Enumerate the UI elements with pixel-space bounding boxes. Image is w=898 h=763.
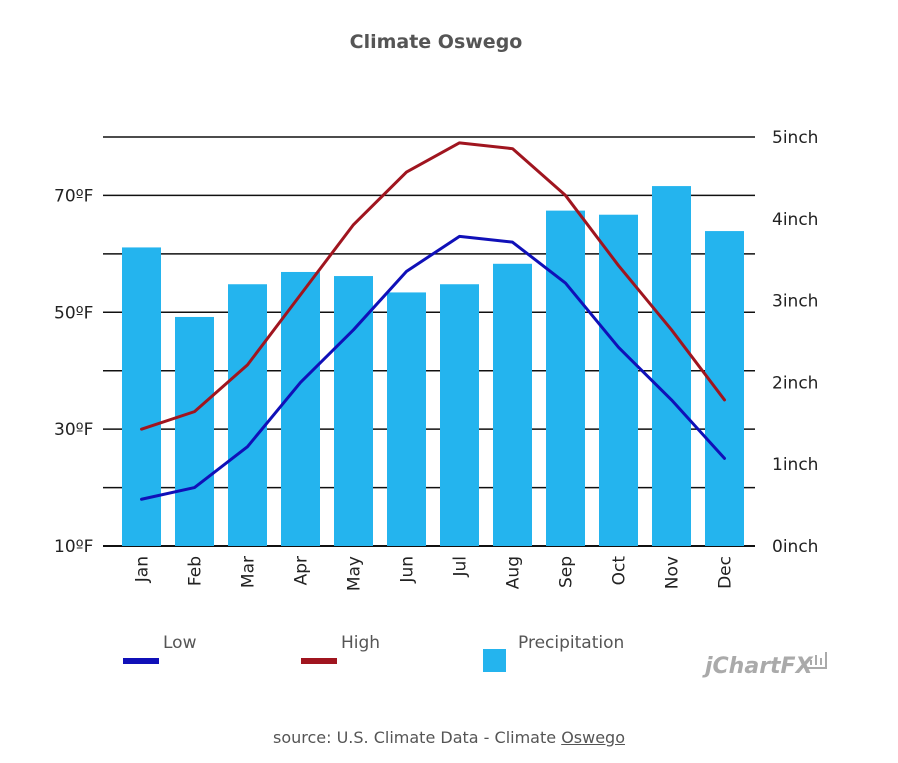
- left-tick-label: 10ºF: [54, 537, 93, 557]
- right-tick-label: 2inch: [772, 373, 818, 393]
- right-tick-label: 1inch: [772, 455, 818, 475]
- x-tick-label-oct: Oct: [610, 556, 630, 586]
- source-link[interactable]: Oswego: [561, 728, 625, 747]
- precipitation-bar-mar: [228, 284, 267, 546]
- precipitation-bar-feb: [175, 316, 214, 546]
- x-tick-label-may: May: [345, 556, 365, 591]
- x-tick-label-aug: Aug: [504, 556, 524, 589]
- x-tick-label-mar: Mar: [239, 556, 259, 588]
- legend-label-low: Low: [163, 633, 197, 653]
- legend-swatch-low: [123, 658, 159, 664]
- legend-swatch-precipitation: [483, 649, 506, 672]
- legend-swatch-high: [301, 658, 337, 664]
- left-tick-label: 50ºF: [54, 303, 93, 323]
- line-high: [140, 141, 726, 431]
- legend-item-low[interactable]: Low: [123, 633, 197, 664]
- temperature-lines: [140, 141, 726, 501]
- legend-item-precipitation[interactable]: Precipitation: [483, 633, 624, 672]
- precipitation-bar-sep: [546, 210, 585, 546]
- legend-label-precipitation: Precipitation: [518, 633, 624, 653]
- x-tick-label-jan: Jan: [133, 556, 153, 583]
- left-tick-label: 30ºF: [54, 420, 93, 440]
- x-tick-label-sep: Sep: [557, 556, 577, 588]
- precipitation-bar-nov: [652, 186, 691, 546]
- legend-item-high[interactable]: High: [301, 633, 380, 664]
- precipitation-bar-jul: [440, 284, 479, 546]
- precipitation-bar-jun: [387, 292, 426, 546]
- right-tick-label: 3inch: [772, 292, 818, 312]
- right-tick-label: 4inch: [772, 210, 818, 230]
- left-axis-ticks: 10ºF 30ºF 50ºF 70ºF: [54, 186, 93, 557]
- x-tick-label-feb: Feb: [186, 556, 206, 586]
- precipitation-bar-oct: [599, 214, 638, 546]
- chart-title: Climate Oswego: [350, 31, 523, 53]
- precipitation-bars: [122, 186, 744, 546]
- brand-chart-icon: [806, 652, 827, 669]
- right-tick-label: 5inch: [772, 128, 818, 148]
- x-tick-label-apr: Apr: [292, 556, 312, 585]
- x-tick-label-nov: Nov: [663, 556, 683, 589]
- right-axis-ticks: 0inch 1inch 2inch 3inch 4inch 5inch: [772, 128, 818, 557]
- right-tick-label: 0inch: [772, 537, 818, 557]
- brand-text: jChartFX: [702, 654, 814, 679]
- line-low: [140, 234, 726, 501]
- source-text: source: U.S. Climate Data - Climate: [272, 728, 562, 747]
- x-tick-label-jun: Jun: [398, 556, 418, 584]
- precipitation-bar-aug: [493, 263, 532, 546]
- legend-label-high: High: [341, 633, 380, 653]
- x-axis-ticks: Jan Feb Mar Apr May Jun Jul Aug Sep Oct Nov Dec: [133, 556, 736, 591]
- precipitation-bar-dec: [705, 231, 744, 546]
- left-tick-label: 70ºF: [54, 186, 93, 206]
- x-tick-label-jul: Jul: [451, 556, 471, 578]
- brand-logo: jChartFX: [702, 652, 827, 679]
- precipitation-bar-apr: [281, 271, 320, 546]
- x-tick-label-dec: Dec: [716, 556, 736, 589]
- source-line: source: U.S. Climate Data - Climate Oswe…: [0, 728, 898, 747]
- precipitation-bar-may: [334, 276, 373, 546]
- legend: Low High Precipitation: [123, 633, 624, 672]
- precipitation-bar-jan: [122, 247, 161, 546]
